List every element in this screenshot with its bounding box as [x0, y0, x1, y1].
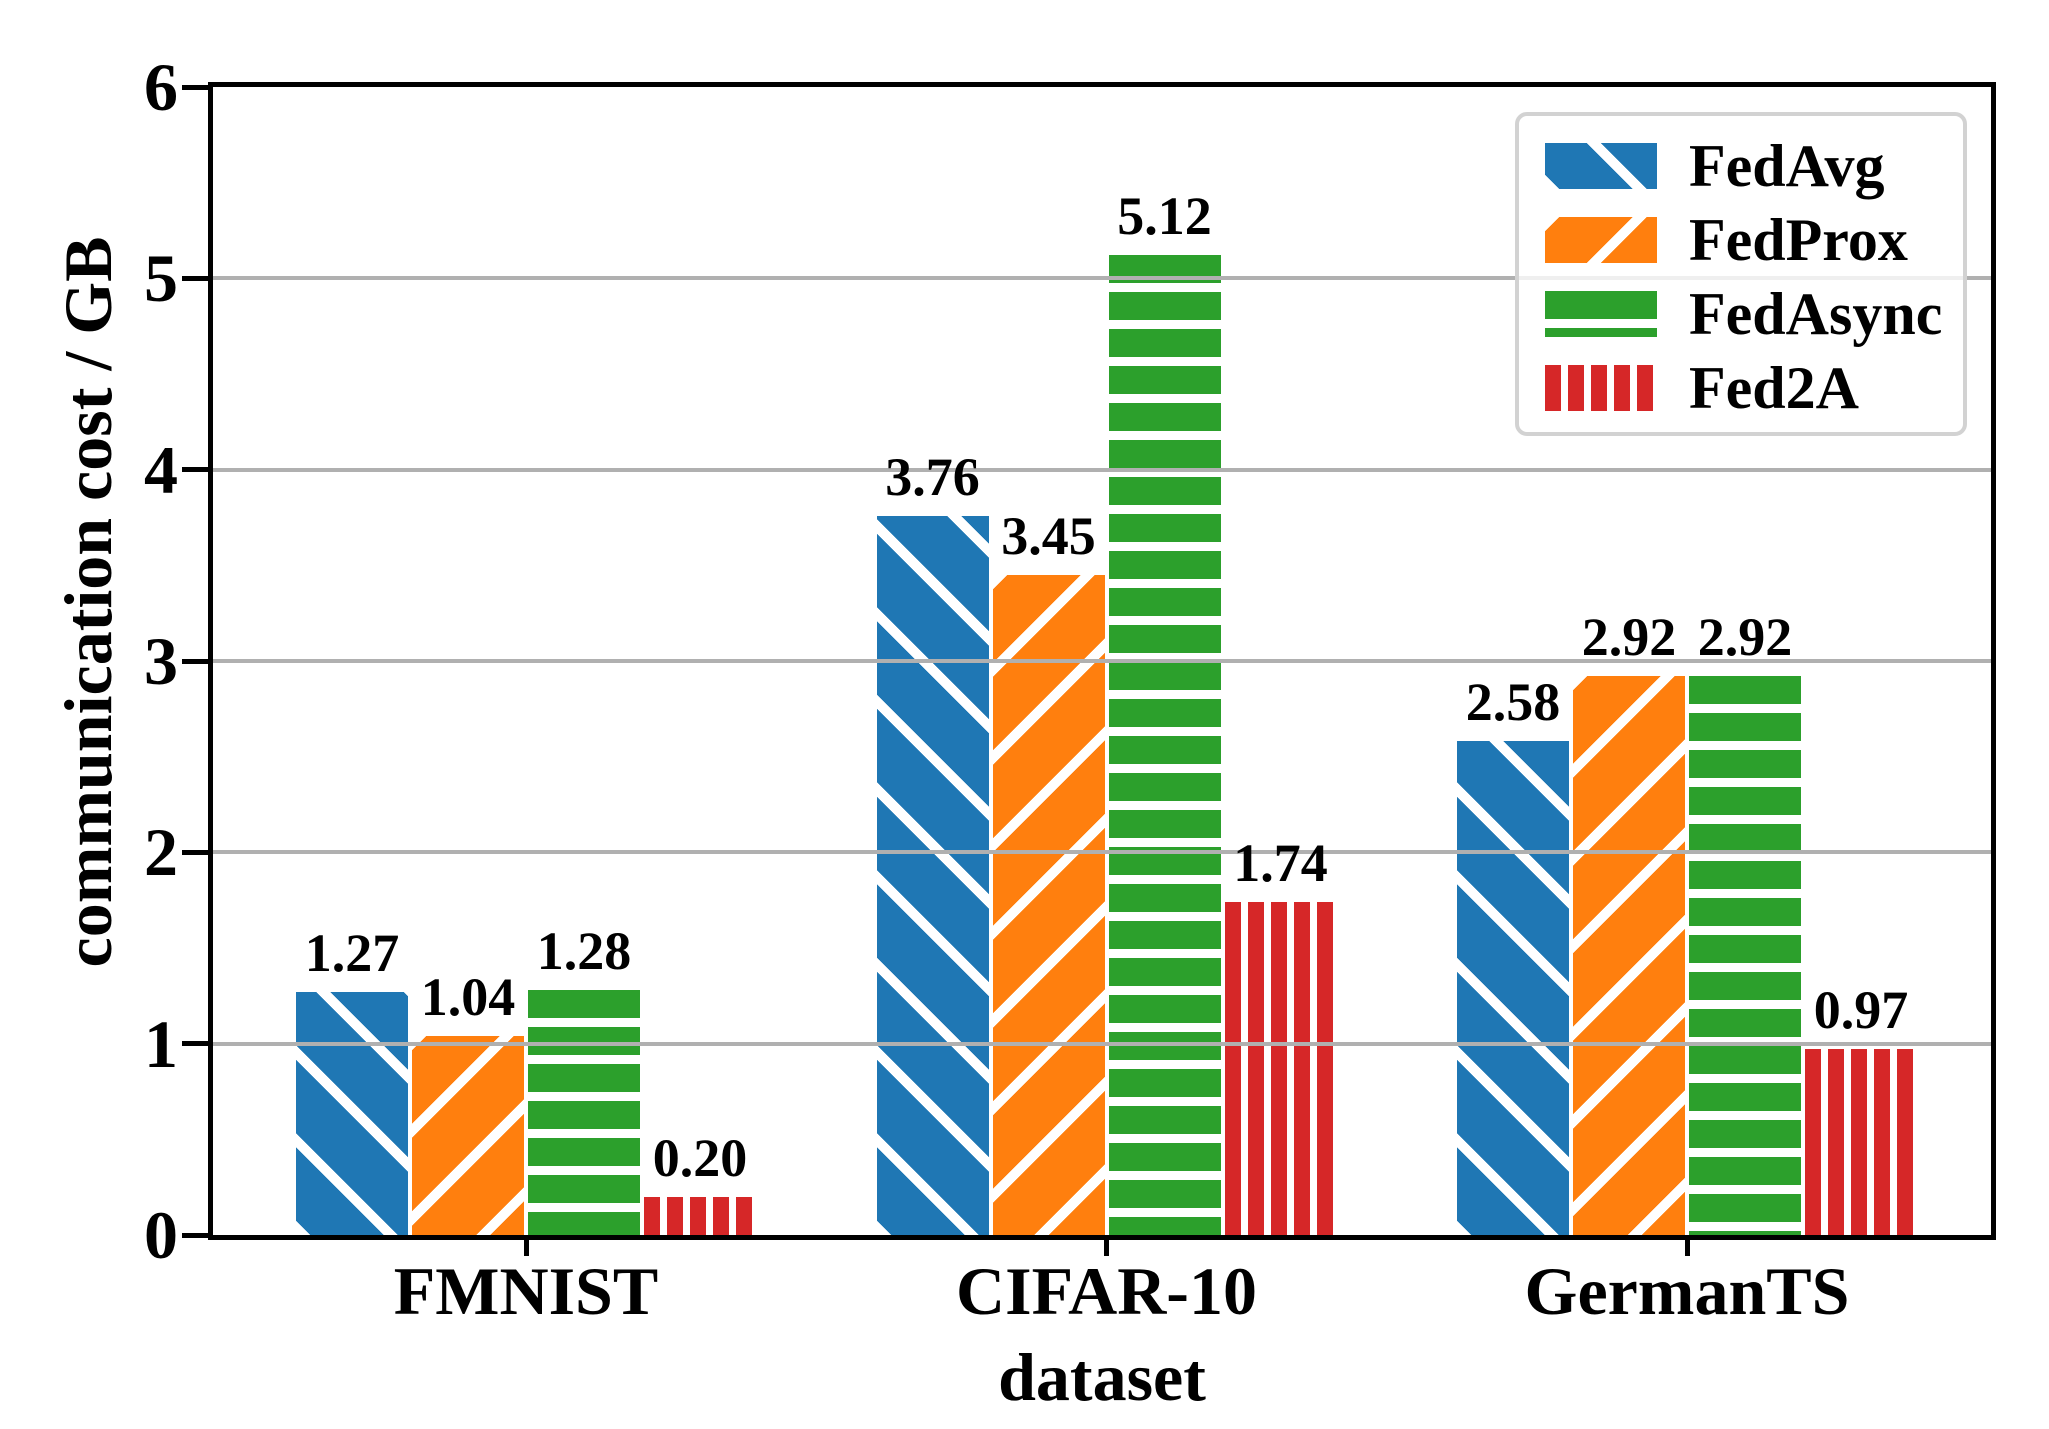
legend-row-FedProx: FedProx — [1545, 203, 1963, 277]
y-tick-label: 6 — [144, 49, 178, 125]
x-tick-label-GermanTS: GermanTS — [1524, 1253, 1850, 1329]
bar-value-label: 0.97 — [1813, 980, 1909, 1041]
y-tick-mark — [182, 1232, 208, 1238]
y-tick-label: 5 — [144, 240, 178, 317]
bar-value-label: 3.76 — [885, 446, 980, 507]
gridline-y5 — [213, 276, 1991, 281]
bar-FedProx-FMNIST — [410, 1036, 526, 1235]
gridline-y2 — [213, 850, 1991, 855]
y-axis-label: communication cost / GB — [50, 236, 126, 968]
legend-swatch-FedAsync — [1545, 291, 1657, 337]
bar-FedAvg-CIFAR-10 — [874, 515, 991, 1235]
y-tick-label: 0 — [144, 1197, 178, 1273]
x-tick-label-CIFAR-10: CIFAR-10 — [956, 1253, 1257, 1329]
legend-label-Fed2A: Fed2A — [1689, 354, 1859, 421]
bar-value-label: 1.04 — [420, 967, 516, 1028]
bar-FedAvg-GermanTS — [1455, 741, 1571, 1235]
bar-FedProx-GermanTS — [1571, 676, 1687, 1235]
y-tick-mark — [182, 467, 208, 473]
y-tick-mark — [182, 84, 208, 90]
legend-row-FedAsync: FedAsync — [1545, 277, 1963, 351]
bar-value-label: 2.92 — [1581, 607, 1677, 668]
bar-FedAvg-FMNIST — [294, 992, 410, 1235]
legend-row-Fed2A: Fed2A — [1545, 351, 1963, 425]
legend: FedAvg FedProx FedAsync Fed2A — [1515, 112, 1967, 436]
bar-value-label: 3.45 — [1001, 505, 1096, 566]
legend-label-FedProx: FedProx — [1689, 206, 1908, 273]
bar-value-label: 0.20 — [652, 1127, 748, 1188]
y-tick-mark — [182, 658, 208, 664]
x-tick-mark — [523, 1238, 529, 1256]
bar-FedAsync-CIFAR-10 — [1106, 255, 1223, 1235]
y-tick-mark — [182, 275, 208, 281]
legend-label-FedAvg: FedAvg — [1689, 132, 1885, 199]
legend-row-FedAvg: FedAvg — [1545, 129, 1963, 203]
legend-swatch-Fed2A — [1545, 365, 1657, 411]
legend-swatch-FedProx — [1545, 217, 1657, 263]
bar-value-label: 5.12 — [1117, 186, 1212, 247]
bar-value-label: 2.58 — [1465, 672, 1561, 733]
x-axis-label: dataset — [998, 1339, 1206, 1415]
gridline-y4 — [213, 467, 1991, 472]
x-tick-mark — [1684, 1238, 1690, 1256]
bar-Fed2A-FMNIST — [642, 1196, 758, 1235]
y-tick-label: 2 — [144, 814, 178, 891]
bar-FedAsync-FMNIST — [526, 990, 642, 1235]
y-tick-label: 4 — [144, 431, 178, 508]
bar-value-label: 2.92 — [1697, 607, 1793, 668]
bar-value-label: 1.28 — [536, 921, 632, 982]
gridline-y1 — [213, 1041, 1991, 1046]
x-tick-mark — [1104, 1238, 1109, 1256]
bar-FedProx-CIFAR-10 — [990, 574, 1107, 1235]
legend-label-FedAsync: FedAsync — [1689, 280, 1943, 347]
bar-Fed2A-GermanTS — [1803, 1049, 1919, 1235]
bar-value-label: 1.27 — [304, 923, 400, 984]
y-tick-label: 3 — [144, 623, 178, 699]
legend-swatch-FedAvg — [1545, 143, 1657, 189]
y-tick-mark — [182, 849, 208, 855]
gridline-y3 — [213, 659, 1991, 663]
x-tick-label-FMNIST: FMNIST — [393, 1253, 659, 1329]
bar-value-label: 1.74 — [1233, 833, 1328, 894]
bar-Fed2A-CIFAR-10 — [1222, 902, 1339, 1235]
bar-FedAsync-GermanTS — [1687, 676, 1803, 1235]
y-tick-mark — [182, 1041, 208, 1047]
y-tick-label: 1 — [144, 1005, 178, 1082]
